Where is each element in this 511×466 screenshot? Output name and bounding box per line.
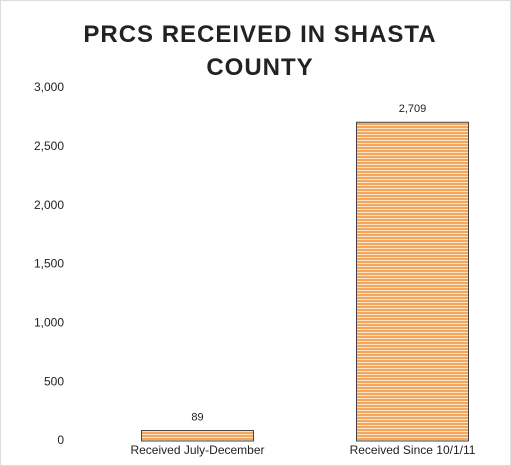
bar bbox=[356, 121, 469, 442]
y-tick-label: 500 bbox=[44, 374, 64, 388]
y-tick-label: 1,500 bbox=[34, 257, 64, 271]
chart-title: PRCS RECEIVED IN SHASTA COUNTY bbox=[83, 21, 437, 81]
y-tick-label: 3,000 bbox=[34, 80, 64, 94]
x-tick-label: Received Since 10/1/11 bbox=[350, 443, 476, 457]
y-tick-label: 1,000 bbox=[34, 316, 64, 330]
value-label: 89 bbox=[191, 411, 203, 423]
value-label: 2,709 bbox=[399, 103, 427, 115]
x-tick-label: Received July-December bbox=[130, 443, 264, 457]
y-tick-label: 0 bbox=[57, 433, 64, 447]
y-tick-label: 2,500 bbox=[34, 139, 64, 153]
y-tick-label: 2,000 bbox=[34, 198, 64, 212]
bar bbox=[141, 430, 254, 442]
